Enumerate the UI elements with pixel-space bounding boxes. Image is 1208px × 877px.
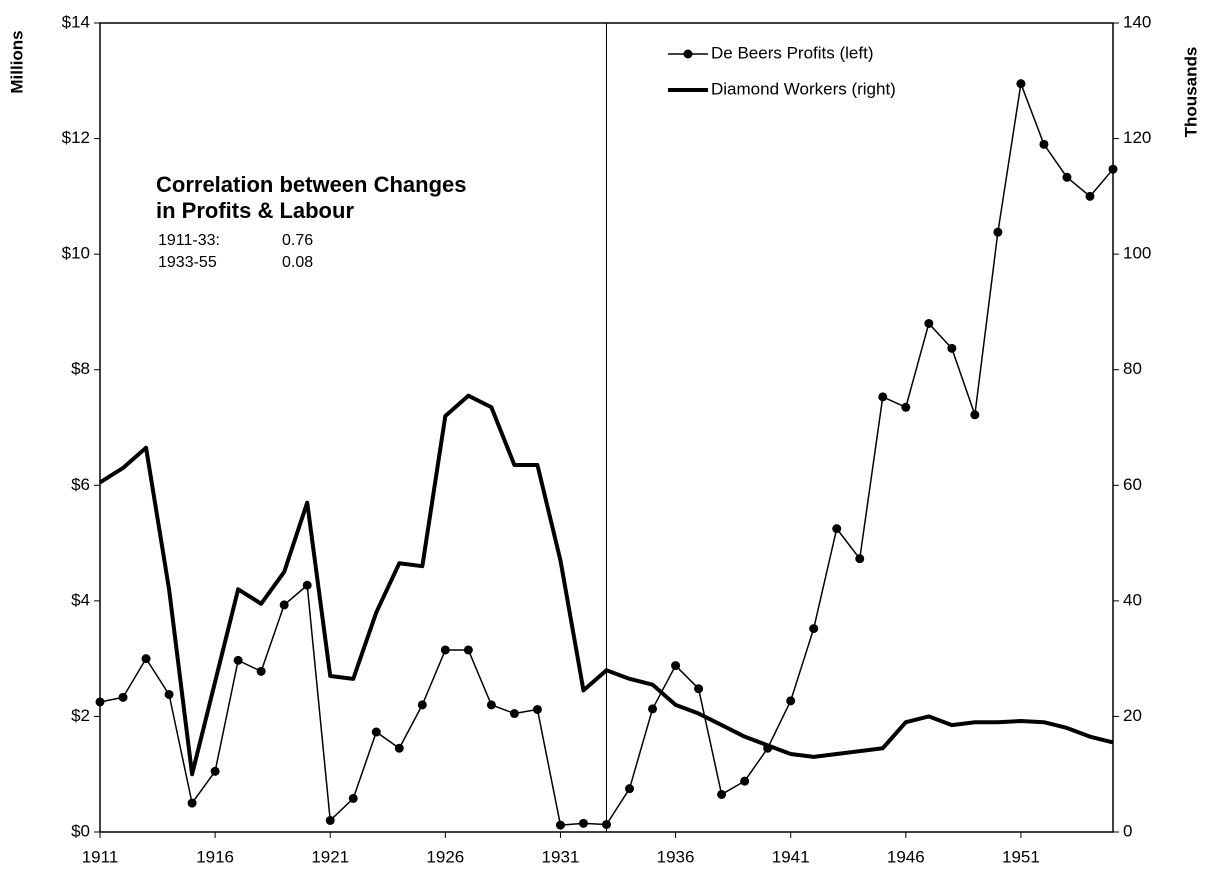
data-point: [648, 704, 658, 714]
data-point: [786, 696, 796, 706]
data-point: [302, 580, 312, 590]
y2-tick-label: 0: [1123, 821, 1132, 840]
x-tick-label: 1916: [196, 847, 234, 866]
y2-tick-label: 40: [1123, 590, 1142, 609]
data-point: [440, 645, 450, 655]
y2-tick-label: 120: [1123, 128, 1151, 147]
y-tick-label: $12: [62, 128, 90, 147]
data-point: [95, 697, 105, 707]
y2-tick-label: 100: [1123, 244, 1151, 263]
data-point: [371, 727, 381, 737]
data-point: [832, 524, 842, 534]
data-point: [740, 776, 750, 786]
data-point: [532, 704, 542, 714]
annotation-title: Correlation between Changes: [156, 172, 467, 197]
data-point: [118, 692, 128, 702]
x-tick-label: 1941: [772, 847, 810, 866]
y2-tick-label: 60: [1123, 475, 1142, 494]
data-point: [625, 784, 635, 794]
y-tick-label: $6: [71, 475, 90, 494]
y2-tick-label: 140: [1123, 12, 1151, 31]
data-point: [1062, 172, 1072, 182]
data-point: [694, 684, 704, 694]
annotation-cell: 0.08: [282, 254, 313, 271]
data-point: [486, 700, 496, 710]
data-point: [901, 402, 911, 412]
annotation-cell: 1911-33:: [158, 232, 220, 249]
data-point: [602, 819, 611, 829]
y-tick-label: $8: [71, 359, 90, 378]
y2-tick-label: 20: [1123, 706, 1142, 725]
legend-marker: [683, 49, 693, 59]
annotation-title: in Profits & Labour: [156, 198, 354, 223]
y-tick-label: $10: [62, 244, 90, 263]
data-point: [717, 789, 727, 799]
data-point: [947, 343, 957, 353]
data-point: [578, 818, 588, 828]
data-point: [187, 798, 197, 808]
x-tick-label: 1926: [426, 847, 464, 866]
data-point: [1108, 164, 1118, 174]
data-point: [1039, 139, 1049, 149]
data-point: [394, 743, 404, 753]
y2-axis-label: Thousands: [1181, 47, 1200, 138]
annotation-cell: 1933-55: [158, 254, 217, 271]
legend-label: Diamond Workers (right): [711, 79, 896, 98]
legend-label: De Beers Profits (left): [711, 43, 874, 62]
x-tick-label: 1936: [657, 847, 695, 866]
data-point: [855, 554, 865, 564]
data-point: [463, 645, 473, 655]
data-point: [878, 392, 888, 402]
annotation-cell: 0.76: [282, 232, 313, 249]
data-point: [970, 410, 980, 420]
y-tick-label: $2: [71, 706, 90, 725]
data-point: [141, 654, 151, 664]
y2-tick-label: 80: [1123, 359, 1142, 378]
data-point: [417, 700, 427, 710]
x-tick-label: 1931: [542, 847, 580, 866]
data-point: [1016, 79, 1026, 89]
data-point: [924, 318, 934, 328]
x-tick-label: 1951: [1002, 847, 1040, 866]
data-point: [256, 666, 266, 676]
data-point: [210, 766, 220, 776]
data-point: [1085, 191, 1095, 201]
data-point: [555, 820, 565, 830]
series-line: [98, 393, 1114, 777]
data-point: [279, 600, 289, 610]
y-tick-label: $14: [62, 12, 90, 31]
x-tick-label: 1921: [311, 847, 349, 866]
data-point: [325, 815, 335, 825]
data-point: [671, 661, 681, 671]
data-point: [164, 689, 174, 699]
data-point: [233, 655, 243, 665]
y-tick-label: $4: [71, 590, 90, 609]
x-tick-label: 1946: [887, 847, 925, 866]
x-tick-label: 1911: [82, 847, 119, 866]
data-point: [809, 624, 819, 634]
y-axis-label: Millions: [7, 30, 26, 93]
data-point: [509, 709, 519, 719]
data-point: [993, 227, 1003, 237]
data-point: [348, 793, 358, 803]
y-tick-label: $0: [71, 821, 90, 840]
